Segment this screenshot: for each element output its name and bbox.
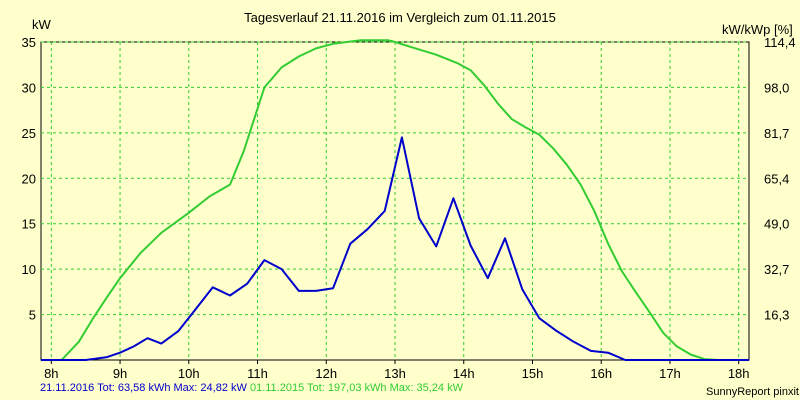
legend-entry-blue: 21.11.2016 Tot: 63,58 kWh Max: 24,82 kW xyxy=(40,382,247,394)
chart-title: Tagesverlauf 21.11.2016 im Vergleich zum… xyxy=(244,10,556,25)
y-tick-label: 5 xyxy=(29,308,36,323)
y-tick-label: 15 xyxy=(22,217,36,232)
x-tick-label: 8h xyxy=(44,366,58,381)
x-tick-label: 15h xyxy=(522,366,544,381)
y-tick-label: 25 xyxy=(22,126,36,141)
x-tick-label: 17h xyxy=(659,366,681,381)
y-right-tick-label: 65,4 xyxy=(764,171,789,186)
y-tick-label: 35 xyxy=(22,35,36,50)
y-right-tick-label: 49,0 xyxy=(764,217,789,232)
y-right-tick-label: 32,7 xyxy=(764,262,789,277)
x-tick-label: 13h xyxy=(384,366,406,381)
series-line-21.11.2016 xyxy=(41,136,749,361)
tick-labels: 8h 9h 10h 11h 12h 13h 14h 15h 16h 17h 18h 5 16,3 10 32… xyxy=(22,35,796,381)
y-tick-label: 20 xyxy=(22,171,36,186)
credit-text: SunnyReport pinxit xyxy=(706,386,799,398)
y-axis-label: kW xyxy=(32,17,51,32)
x-tick-label: 9h xyxy=(113,366,127,381)
x-tick-label: 16h xyxy=(590,366,612,381)
x-tick-label: 12h xyxy=(315,366,337,381)
series-lines xyxy=(41,39,749,361)
series-line-01.11.2015 xyxy=(41,39,749,361)
x-tick-label: 18h xyxy=(728,366,750,381)
y-right-tick-label: 16,3 xyxy=(764,308,789,323)
y-right-tick-label: 98,0 xyxy=(764,80,789,95)
x-tick-label: 10h xyxy=(178,366,200,381)
legend: 21.11.2016 Tot: 63,58 kWh Max: 24,82 kW … xyxy=(40,382,463,394)
y-right-tick-label: 81,7 xyxy=(764,126,789,141)
y-right-tick-label: 114,4 xyxy=(764,35,796,50)
y-axis-label-right: kW/kWp [%] xyxy=(722,22,793,37)
x-tick-label: 11h xyxy=(247,366,268,381)
y-tick-label: 10 xyxy=(22,262,36,277)
legend-entry-green: 01.11.2015 Tot: 197,03 kWh Max: 35,24 kW xyxy=(249,382,463,394)
x-tick-label: 14h xyxy=(453,366,475,381)
y-tick-label: 30 xyxy=(22,80,36,95)
